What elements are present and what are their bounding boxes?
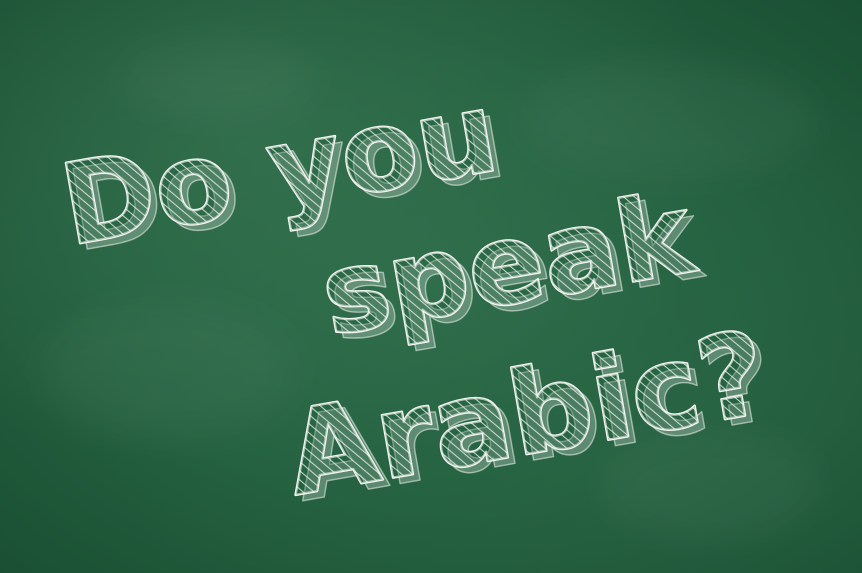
chalkboard: Do you Do you speak speak Arabic? Arabic… — [0, 0, 862, 573]
chalk-writing: Do you Do you speak speak Arabic? Arabic… — [51, 66, 785, 529]
